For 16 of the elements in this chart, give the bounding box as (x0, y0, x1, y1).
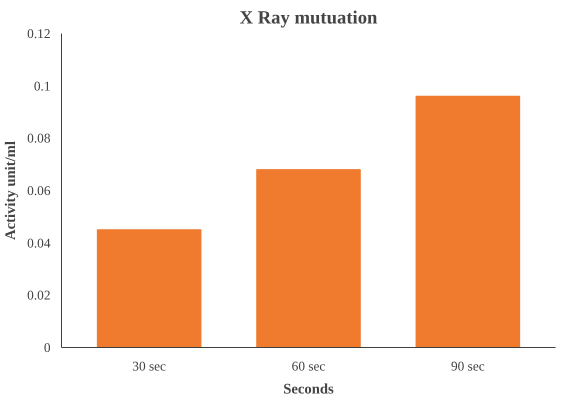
bar (256, 169, 361, 348)
x-tick-label: 90 sec (451, 358, 485, 374)
y-tick-label: 0.06 (27, 183, 51, 198)
y-tick-label: 0.08 (27, 130, 51, 146)
x-tick-label: 30 sec (132, 358, 166, 374)
y-tick-label: 0.02 (27, 288, 51, 303)
y-tick-label: 0 (44, 340, 51, 355)
y-tick-label: 0.04 (27, 235, 51, 250)
x-axis-title: Seconds (283, 382, 334, 398)
bar (96, 229, 202, 348)
bar (416, 96, 520, 348)
y-axis-title: Activity unit/ml (3, 141, 20, 240)
y-tick-label: 0.12 (27, 26, 51, 41)
chart-title: X Ray mutuation (240, 8, 378, 28)
x-tick-label: 60 sec (292, 358, 326, 374)
y-tick-label: 0.1 (34, 78, 51, 94)
